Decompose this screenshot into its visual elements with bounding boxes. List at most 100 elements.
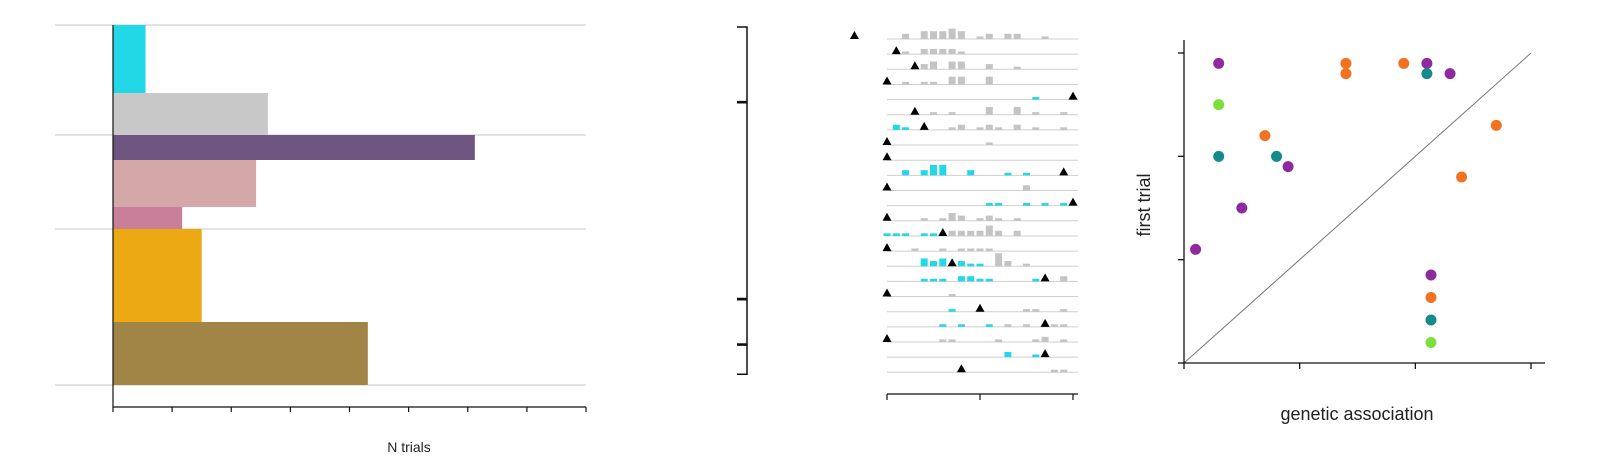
trial-bar-cyan bbox=[967, 263, 975, 267]
approval-marker bbox=[910, 106, 920, 115]
trial-bar-cyan bbox=[967, 276, 975, 282]
trial-bar-cyan bbox=[939, 278, 947, 282]
trial-bar-gray bbox=[1032, 339, 1040, 342]
trial-bar-gray bbox=[930, 112, 937, 115]
trial-bar-gray bbox=[939, 48, 947, 55]
trial-bar-cyan bbox=[1032, 278, 1040, 282]
data-point bbox=[1398, 57, 1410, 69]
approval-marker bbox=[947, 258, 957, 267]
trial-bar-gray bbox=[948, 28, 956, 39]
trial-bar-cyan bbox=[939, 258, 947, 267]
trial-bar-gray bbox=[1041, 336, 1049, 342]
trial-bar-gray bbox=[995, 230, 1003, 236]
trial-bar-gray bbox=[939, 339, 947, 342]
approval-marker bbox=[849, 31, 859, 39]
trial-bar-gray bbox=[1060, 112, 1068, 115]
trial-bar-cyan bbox=[995, 203, 1003, 206]
data-point bbox=[1421, 57, 1433, 69]
trial-bar-gray bbox=[1013, 66, 1021, 70]
trial-bar-gray bbox=[1060, 324, 1068, 327]
trial-bar-cyan bbox=[930, 261, 937, 267]
trial-bar-cyan bbox=[1041, 203, 1049, 206]
trial-bar-gray bbox=[957, 61, 965, 70]
approval-marker bbox=[1068, 91, 1078, 100]
trial-bar-cyan bbox=[957, 261, 965, 267]
data-point bbox=[1213, 99, 1225, 111]
approval-marker bbox=[882, 288, 892, 297]
trial-bar-gray bbox=[948, 61, 956, 70]
trial-bar-gray bbox=[1032, 127, 1040, 130]
trial-bar-gray bbox=[957, 76, 965, 85]
trial-bar-gray bbox=[902, 51, 910, 55]
trial-bar-gray bbox=[948, 230, 956, 236]
bar-novel-other bbox=[113, 322, 368, 385]
legend-marker bbox=[1425, 292, 1437, 303]
approval-marker bbox=[975, 303, 985, 312]
bar-post-approval bbox=[113, 93, 268, 135]
trial-bar-cyan bbox=[920, 233, 928, 236]
approval-marker bbox=[910, 61, 920, 70]
approval-marker bbox=[882, 182, 892, 191]
trial-bar-gray bbox=[976, 127, 984, 130]
approval-marker bbox=[882, 76, 892, 85]
bar-pre-approval bbox=[113, 25, 146, 93]
trial-bar-gray bbox=[957, 230, 965, 236]
trial-bar-gray bbox=[995, 339, 1003, 342]
trial-bar-gray bbox=[920, 218, 928, 221]
data-point bbox=[1340, 68, 1352, 80]
trial-bar-gray bbox=[985, 33, 993, 39]
trial-bar-cyan bbox=[957, 324, 965, 327]
trial-bar-gray bbox=[930, 48, 937, 55]
trial-bar-gray bbox=[1050, 324, 1058, 327]
y-axis-label: first trial bbox=[1134, 174, 1154, 237]
data-point bbox=[1456, 171, 1468, 183]
trial-bar-gray bbox=[948, 112, 956, 115]
trial-bar-gray bbox=[1060, 127, 1068, 130]
data-point bbox=[1190, 243, 1202, 255]
trial-bar-gray bbox=[948, 76, 956, 85]
trial-bar-cyan bbox=[930, 164, 937, 176]
trial-bar-gray bbox=[1060, 276, 1068, 282]
trial-bar-cyan bbox=[920, 258, 928, 267]
approval-marker bbox=[1040, 318, 1050, 327]
trial-bar-gray bbox=[985, 142, 993, 146]
legend-marker bbox=[1425, 314, 1437, 326]
data-point bbox=[1444, 68, 1456, 80]
trial-bar-cyan bbox=[902, 170, 910, 176]
trial-bar-gray bbox=[1004, 261, 1012, 267]
approval-marker bbox=[882, 137, 892, 146]
approval-marker bbox=[1068, 197, 1078, 206]
trial-bar-gray bbox=[1023, 185, 1030, 191]
trial-bar-gray bbox=[976, 218, 984, 221]
trial-bar-cyan bbox=[1023, 172, 1030, 176]
trial-bar-cyan bbox=[892, 124, 900, 130]
data-point bbox=[1236, 202, 1248, 214]
group-bracket bbox=[737, 102, 748, 300]
approval-marker bbox=[891, 46, 901, 55]
approval-marker bbox=[882, 243, 892, 252]
approval-marker bbox=[882, 334, 892, 342]
x-axis-label: N trials bbox=[387, 439, 431, 455]
trial-bar-gray bbox=[902, 81, 910, 85]
trial-bar-gray bbox=[976, 230, 984, 236]
genetic-association-scatter-chart: genetic association first trial bbox=[1134, 40, 1545, 424]
approval-marker bbox=[956, 364, 966, 373]
trial-bar-gray bbox=[976, 36, 984, 39]
trial-bar-gray bbox=[930, 31, 937, 39]
trial-bar-cyan bbox=[1004, 172, 1012, 176]
trial-bar-gray bbox=[1023, 324, 1030, 327]
trial-bar-gray bbox=[1032, 309, 1040, 312]
trial-bar-cyan bbox=[930, 233, 937, 236]
diagonal-reference-line bbox=[1183, 52, 1532, 364]
trial-bar-gray bbox=[1060, 369, 1068, 373]
trial-category-bar-chart: N trials bbox=[55, 24, 587, 455]
trial-bar-gray bbox=[948, 213, 956, 221]
trial-bar-gray bbox=[1013, 230, 1021, 236]
trial-bar-gray bbox=[939, 218, 947, 221]
trial-bar-gray bbox=[1013, 106, 1021, 115]
trial-bar-gray bbox=[1041, 36, 1049, 39]
trial-bar-gray bbox=[1004, 324, 1012, 327]
trial-bar-cyan bbox=[985, 278, 993, 282]
trial-bar-gray bbox=[1060, 339, 1068, 342]
trial-bar-gray bbox=[967, 248, 975, 252]
